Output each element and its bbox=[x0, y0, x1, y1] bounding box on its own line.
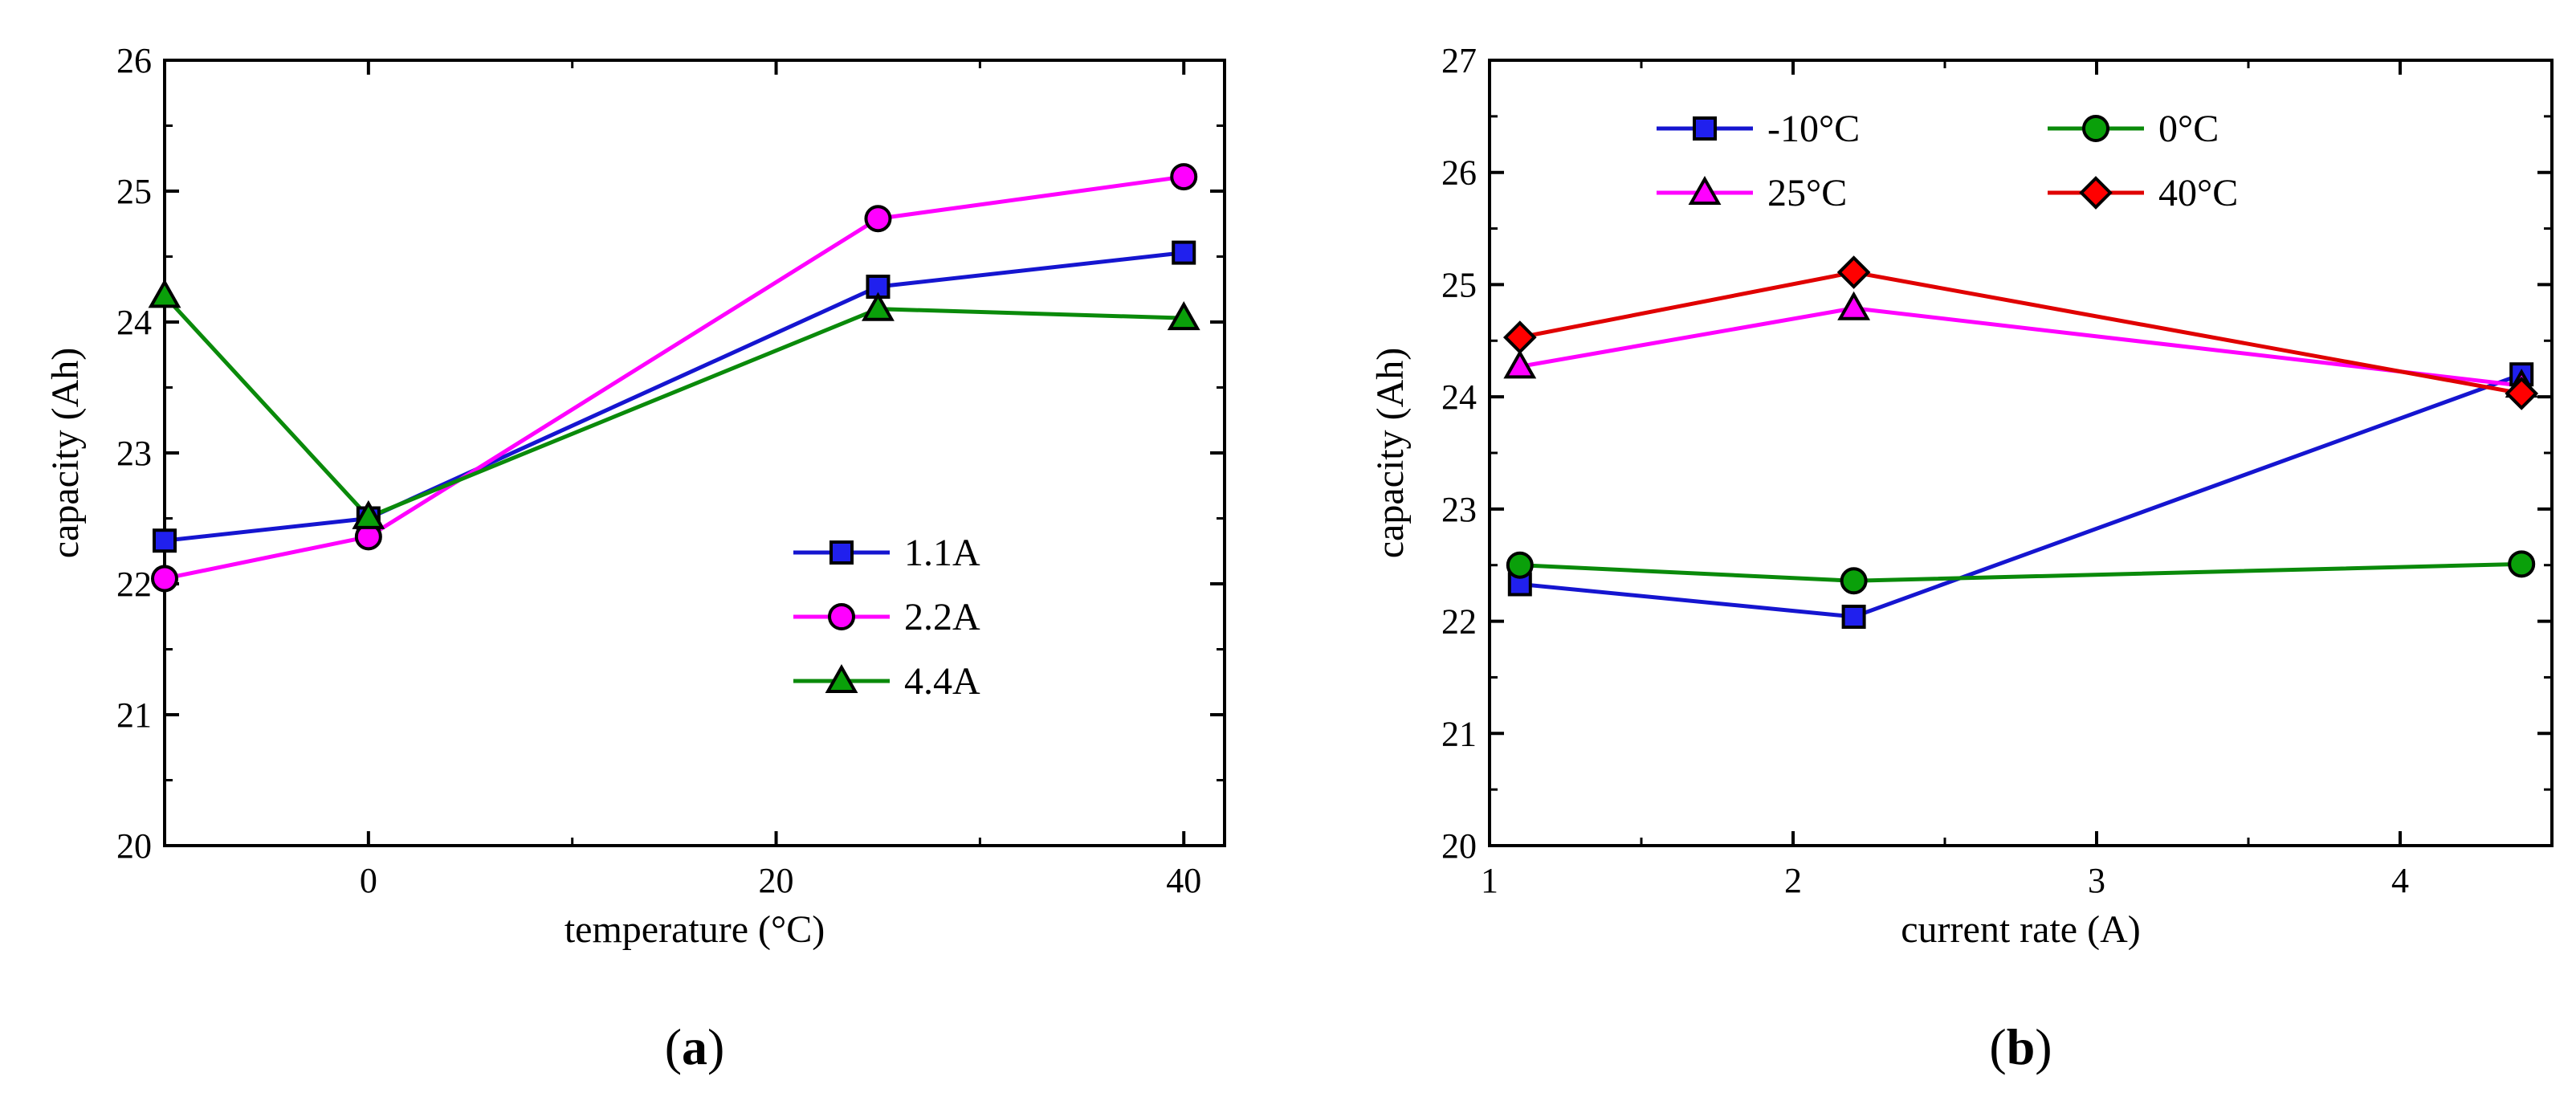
series-line-circle bbox=[164, 174, 1184, 581]
x-tick-label: 3 bbox=[2088, 861, 2105, 900]
y-tick-label: 24 bbox=[1441, 377, 1477, 417]
legend-marker bbox=[2082, 115, 2109, 142]
panel-label-open: ( bbox=[665, 1018, 682, 1075]
panel-a: 20 21 22 23 24 25 26 0 20 40 temperature (°C) capac… bbox=[44, 41, 1226, 1075]
data-point bbox=[2508, 550, 2536, 578]
series-line-triangle bbox=[1519, 306, 2522, 388]
x-axis-label: temperature (°C) bbox=[565, 908, 825, 951]
plot-frame bbox=[163, 59, 1226, 847]
y-axis-label: capacity (Ah) bbox=[44, 348, 87, 559]
y-tick-label: 25 bbox=[1441, 265, 1477, 304]
legend-label: -10°C bbox=[1767, 108, 1860, 150]
series-line-diamond bbox=[1519, 270, 2522, 396]
panel-label-close: ) bbox=[707, 1018, 724, 1075]
data-point bbox=[1503, 349, 1537, 379]
x-tick-label: 0 bbox=[360, 861, 377, 900]
data-point bbox=[1841, 604, 1866, 629]
data-point bbox=[153, 528, 177, 553]
data-point bbox=[151, 565, 178, 593]
data-point bbox=[1837, 291, 1871, 320]
legend-marker bbox=[1693, 116, 1717, 141]
legend-marker bbox=[2079, 176, 2113, 210]
data-point bbox=[864, 205, 892, 233]
x-axis-label: current rate (A) bbox=[1901, 908, 2140, 951]
data-point bbox=[1502, 320, 1537, 354]
panel-label: (a) bbox=[665, 1018, 725, 1075]
y-tick-label: 27 bbox=[1441, 41, 1477, 80]
plot-frame bbox=[1488, 59, 2554, 847]
legend-marker bbox=[829, 540, 854, 565]
series-line-square bbox=[1519, 372, 2523, 619]
legend-marker bbox=[825, 663, 858, 693]
panel-label-open: ( bbox=[1989, 1018, 2006, 1075]
legend-label: 25°C bbox=[1767, 172, 1847, 214]
series-line-circle bbox=[1519, 561, 2522, 583]
data-point bbox=[1840, 567, 1868, 595]
y-tick-label: 20 bbox=[1441, 826, 1477, 866]
data-point bbox=[2505, 377, 2539, 410]
y-tick-label: 23 bbox=[116, 434, 152, 473]
legend-label: 0°C bbox=[2158, 108, 2219, 150]
y-tick-label: 22 bbox=[116, 565, 152, 604]
data-point bbox=[1836, 255, 1871, 289]
data-point bbox=[1170, 163, 1198, 191]
legend-marker bbox=[828, 603, 855, 630]
y-tick-label: 24 bbox=[116, 303, 152, 342]
data-point bbox=[1167, 301, 1200, 331]
x-tick-label: 2 bbox=[1784, 861, 1802, 900]
legend-label: 4.4A bbox=[904, 660, 980, 703]
y-tick-label: 21 bbox=[1441, 714, 1477, 753]
series-line-square bbox=[164, 251, 1184, 543]
panel-label-letter: b bbox=[2007, 1018, 2036, 1075]
panel-label: (b) bbox=[1989, 1018, 2052, 1075]
x-tick-label: 20 bbox=[759, 861, 794, 900]
data-point bbox=[862, 292, 895, 321]
y-tick-label: 20 bbox=[116, 826, 152, 866]
y-tick-label: 26 bbox=[116, 41, 152, 80]
data-point bbox=[352, 500, 385, 529]
series-line-triangle bbox=[163, 294, 1184, 520]
data-point bbox=[1506, 551, 1534, 579]
y-axis-label: capacity (Ah) bbox=[1369, 348, 1412, 559]
data-point bbox=[1172, 240, 1196, 265]
y-tick-label: 22 bbox=[1441, 602, 1477, 642]
x-tick-label: 1 bbox=[1481, 861, 1498, 900]
y-tick-label: 26 bbox=[1441, 153, 1477, 193]
y-tick-label: 23 bbox=[1441, 490, 1477, 529]
panel-label-letter: a bbox=[682, 1018, 707, 1075]
x-tick-label: 4 bbox=[2391, 861, 2409, 900]
legend-label: 1.1A bbox=[904, 532, 980, 574]
legend-marker bbox=[1688, 175, 1722, 205]
data-point bbox=[148, 279, 181, 308]
legend-label: 2.2A bbox=[904, 596, 980, 638]
legend-label: 40°C bbox=[2158, 172, 2238, 214]
x-tick-label: 40 bbox=[1166, 861, 1201, 900]
y-tick-label: 21 bbox=[116, 695, 152, 735]
y-tick-label: 25 bbox=[116, 172, 152, 211]
panel-label-close: ) bbox=[2035, 1018, 2052, 1075]
